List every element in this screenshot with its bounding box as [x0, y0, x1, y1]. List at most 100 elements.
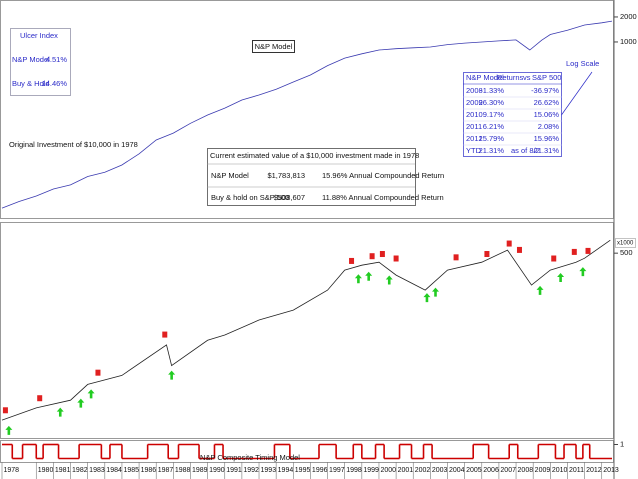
- x-tick-label: 2010: [552, 467, 568, 474]
- returns-model: 6.21%: [483, 122, 505, 131]
- chart-title: N&P Model: [255, 42, 293, 51]
- sell-signal: [484, 251, 490, 258]
- returns-sp: 15.96%: [534, 134, 560, 143]
- value-amount: $1,783,813: [267, 171, 305, 180]
- x-tick-label: 1995: [295, 467, 311, 474]
- sell-signal: [585, 247, 591, 254]
- returns-sp: 26.62%: [534, 98, 560, 107]
- value-return: 11.88% Annual Compounded Return: [322, 193, 444, 202]
- value-box: [207, 148, 416, 206]
- x-tick-label: 2009: [535, 467, 551, 474]
- title-box: [252, 40, 295, 53]
- sell-signal: [95, 369, 101, 376]
- x-tick-label: 1993: [261, 467, 277, 474]
- ulcer-value: 4.51%: [46, 55, 68, 64]
- x-tick-label: 1992: [243, 467, 259, 474]
- sell-signal: [162, 331, 168, 338]
- sell-signal: [516, 246, 522, 253]
- returns-header: Returns: [497, 73, 524, 82]
- y-unit: x1000: [617, 241, 634, 247]
- x-tick-label: 1989: [192, 467, 208, 474]
- pointer-line: [559, 71, 593, 118]
- sell-signal: [37, 395, 43, 402]
- returns-year: 2012: [466, 134, 483, 143]
- x-tick-label: 2012: [586, 467, 602, 474]
- returns-model: 9.17%: [483, 110, 505, 119]
- x-tick-label: 1986: [141, 467, 157, 474]
- sell-signal: [453, 254, 459, 261]
- buy-signal: [423, 293, 431, 303]
- returns-model: -1.33%: [480, 86, 504, 95]
- y-tick-label: 1: [620, 439, 624, 448]
- x-tick-label: 1997: [329, 467, 345, 474]
- x-tick-label: 1999: [363, 467, 379, 474]
- value-label: Buy & hold on S&P 500: [211, 193, 289, 202]
- buy-signal: [77, 398, 85, 408]
- x-tick-label: 1983: [89, 467, 105, 474]
- ulcer-value: 14.46%: [42, 79, 68, 88]
- x-tick-label: 2008: [518, 467, 534, 474]
- sell-signal: [379, 251, 385, 258]
- x-tick-label: 1994: [278, 467, 294, 474]
- x-tick-label: 1978: [4, 467, 20, 474]
- sell-signal: [506, 240, 512, 247]
- returns-header: N&P Model: [466, 73, 504, 82]
- x-tick-label: 2004: [449, 467, 465, 474]
- buy-signal: [354, 274, 362, 284]
- returns-year: YTD: [466, 146, 482, 155]
- buy-signal: [5, 425, 13, 435]
- ulcer-label: Buy & Hold: [12, 79, 50, 88]
- ulcer-label: N&P Model: [12, 55, 50, 64]
- x-tick-label: 1987: [158, 467, 174, 474]
- x-tick-label: 2011: [569, 467, 584, 474]
- x-tick-label: 2002: [415, 467, 431, 474]
- returns-header: S&P 500: [532, 73, 561, 82]
- returns-year: 2008: [466, 86, 483, 95]
- returns-note: as of 8/2: [511, 146, 540, 155]
- buy-signal: [365, 271, 373, 281]
- ulcer-box: [10, 28, 71, 96]
- sell-signal: [571, 248, 577, 255]
- x-tick-label: 1984: [106, 467, 122, 474]
- x-tick-label: 1990: [209, 467, 225, 474]
- returns-model: 15.79%: [479, 134, 505, 143]
- start-note: Original Investment of $10,000 in 1978: [9, 140, 138, 149]
- x-tick-label: 2003: [432, 467, 448, 474]
- scale-note: Log Scale: [566, 59, 599, 68]
- returns-sp: 21.31%: [534, 146, 560, 155]
- sell-signal: [393, 255, 399, 262]
- x-tick-label: 1996: [312, 467, 328, 474]
- buy-signal: [579, 267, 587, 277]
- value-title: Current estimated value of a $10,000 inv…: [210, 151, 419, 160]
- y-tick-label: 500: [620, 248, 633, 257]
- x-tick-label: 1998: [346, 467, 362, 474]
- ulcer-title: Ulcer Index: [20, 31, 58, 40]
- value-return: 15.96% Annual Compounded Return: [322, 171, 444, 180]
- buy-signal: [168, 370, 176, 380]
- value-label: N&P Model: [211, 171, 249, 180]
- x-tick-label: 2007: [500, 467, 516, 474]
- series-line: [1, 20, 613, 209]
- x-tick-label: 1980: [38, 467, 54, 474]
- x-tick-label: 1982: [72, 467, 88, 474]
- x-tick-label: 2013: [603, 467, 619, 474]
- buy-signal: [385, 275, 393, 285]
- value-amount: $508,607: [274, 193, 305, 202]
- buy-signal: [557, 272, 565, 282]
- x-tick-label: 2001: [398, 467, 414, 474]
- returns-model: 26.30%: [479, 98, 505, 107]
- x-tick-label: 2005: [466, 467, 482, 474]
- y-tick-label: 2000: [620, 12, 637, 21]
- buy-signal: [87, 389, 95, 399]
- returns-year: 2011: [466, 122, 482, 131]
- timing-title: N&P Composite Timing Model: [200, 453, 300, 462]
- sell-signal: [349, 257, 355, 264]
- buy-signal: [432, 287, 440, 297]
- y-tick-label: 1000: [620, 37, 637, 46]
- sell-signal: [369, 253, 375, 260]
- returns-year: 2010: [466, 110, 483, 119]
- returns-year: 2009: [466, 98, 483, 107]
